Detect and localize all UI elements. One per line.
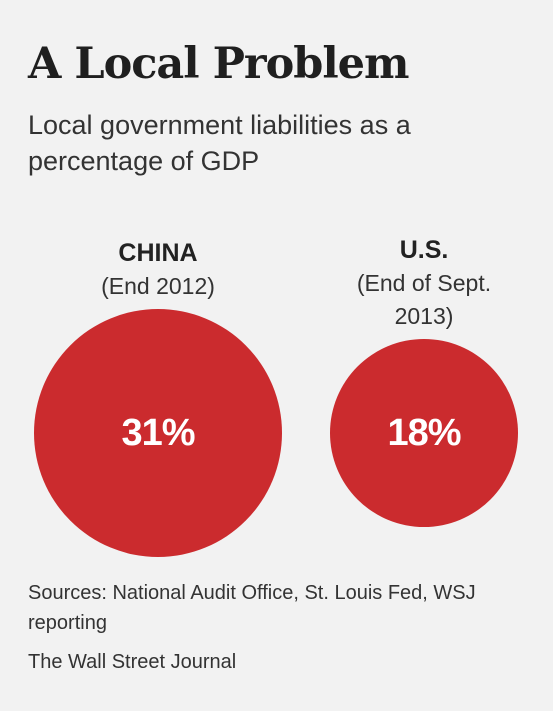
publisher-credit: The Wall Street Journal — [28, 651, 237, 673]
bubble-us — [329, 338, 519, 528]
bubble-chart: CHINA (End 2012) 31% U.S. (End of Sept. … — [0, 200, 553, 560]
chart-title: A Local Problem — [28, 39, 410, 89]
value-label-china: 31% — [121, 412, 195, 454]
country-label-us: U.S. — [399, 235, 449, 264]
period-label-us: (End of Sept. 2013) — [356, 269, 492, 329]
period-label-china: (End 2012) — [101, 273, 215, 299]
country-label-china: CHINA — [118, 239, 198, 267]
value-label-us: 18% — [387, 412, 461, 454]
bubble-china — [34, 309, 282, 557]
chart-subtitle: Local government liabilities as a percen… — [28, 110, 411, 176]
sources-note: Sources: National Audit Office, St. Loui… — [28, 582, 476, 634]
